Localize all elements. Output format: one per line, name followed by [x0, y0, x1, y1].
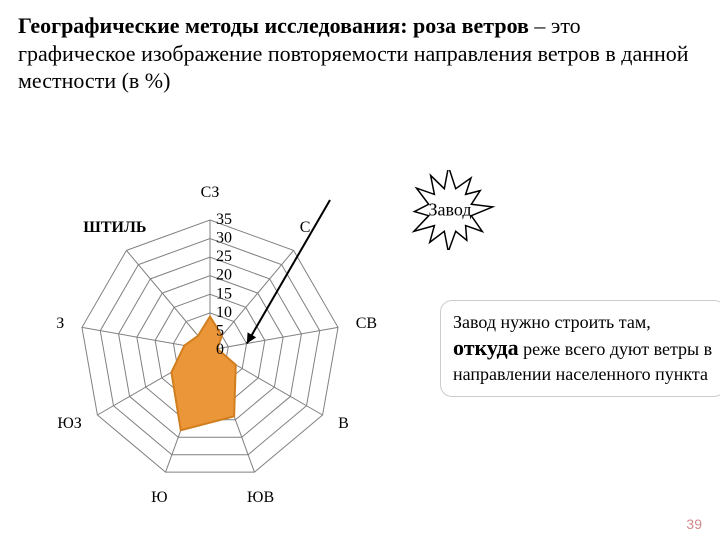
- tick-label: 15: [216, 285, 232, 302]
- axis-label-se: ЮВ: [247, 489, 274, 507]
- axis-label-e: В: [338, 415, 349, 433]
- axis-label-ne: СВ: [356, 315, 377, 333]
- tick-label: 0: [216, 341, 224, 358]
- tick-label: 35: [216, 211, 232, 228]
- tick-label: 5: [216, 322, 224, 339]
- axis-label-w: З: [56, 315, 64, 333]
- info-box: Завод нужно строить там, откуда реже все…: [440, 300, 720, 397]
- tick-label: 30: [216, 230, 232, 247]
- info-pre: Завод нужно строить там,: [453, 312, 651, 332]
- tick-label: 25: [216, 248, 232, 265]
- info-emph: откуда: [453, 335, 519, 360]
- axis-label-calm: ШТИЛЬ: [83, 219, 146, 237]
- radar-svg: 0 510 1520 2530 35: [20, 170, 400, 530]
- axis-label-n: С: [300, 219, 311, 237]
- callout-label: Завод: [428, 200, 471, 221]
- factory-callout: Завод: [380, 170, 520, 250]
- wind-rose-series: [171, 317, 235, 431]
- page-title: Географические методы исследования: роза…: [0, 0, 720, 103]
- axis-label-nw: СЗ: [201, 184, 220, 202]
- tick-label: 10: [216, 304, 232, 321]
- title-bold: Географические методы исследования: роза…: [18, 13, 529, 38]
- page-number: 39: [686, 516, 702, 532]
- callout-arrow: [247, 200, 330, 344]
- axis-label-sw: ЮЗ: [57, 415, 81, 433]
- tick-label: 20: [216, 267, 232, 284]
- axis-label-s: Ю: [151, 489, 167, 507]
- wind-rose-chart: 0 510 1520 2530 35 ШТИЛЬ СЗ С СВ В ЮВ Ю ЮЗ З: [20, 170, 400, 530]
